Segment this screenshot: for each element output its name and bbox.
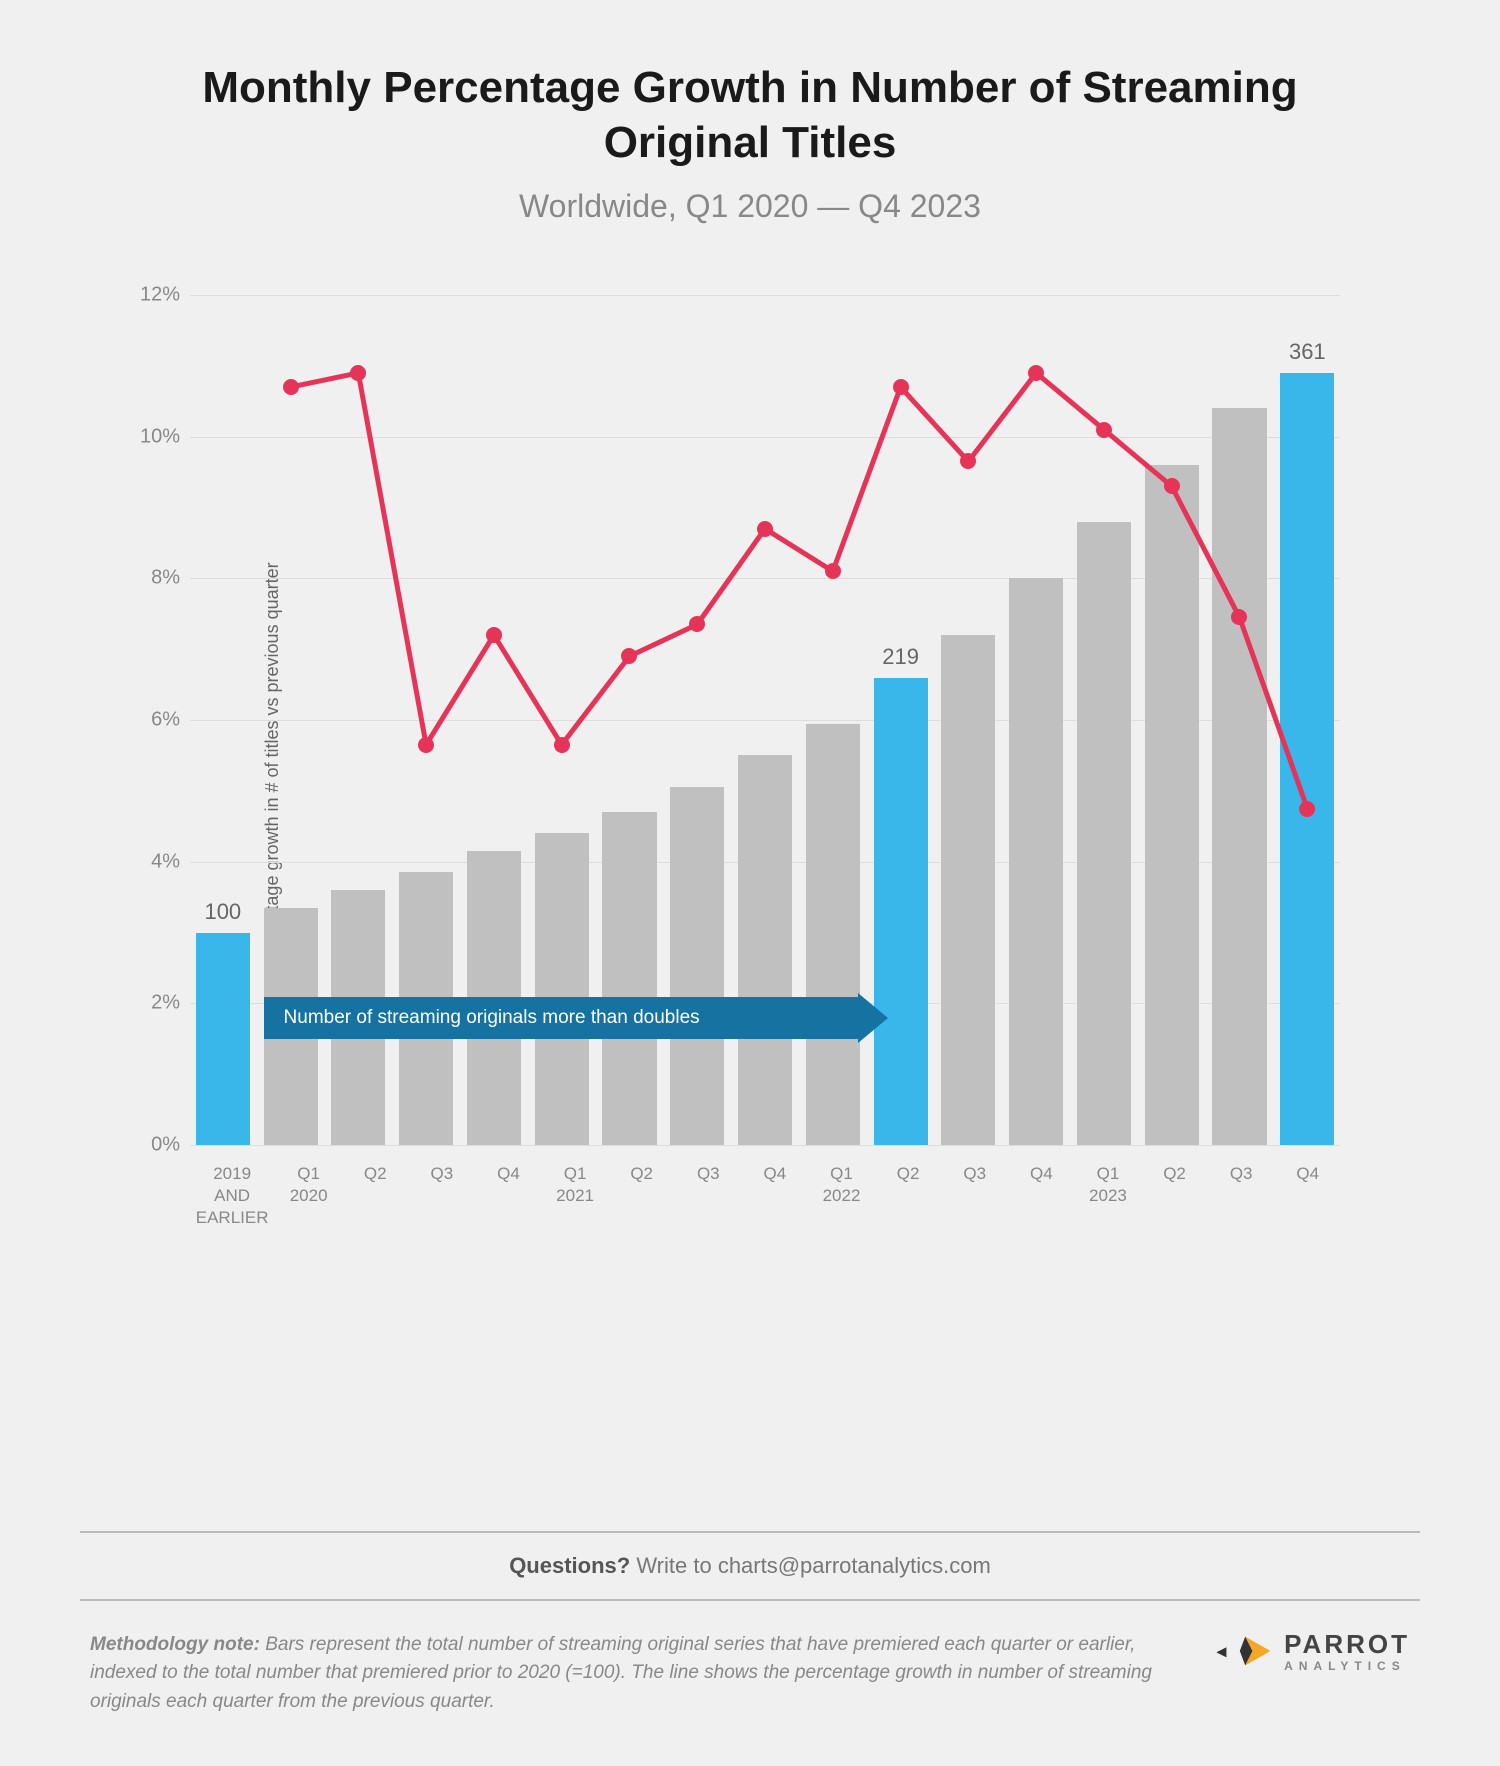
questions-prefix: Questions? <box>509 1553 630 1578</box>
y-tick-label: 0% <box>130 1134 180 1157</box>
bar <box>602 812 656 1145</box>
y-tick-label: 8% <box>130 567 180 590</box>
x-tick-label: Q4 <box>482 1155 535 1235</box>
x-tick-label: Q12020 <box>282 1155 335 1235</box>
x-tick-label: Q12023 <box>1081 1155 1134 1235</box>
logo: ◂ PARROT ANALYTICS <box>1217 1631 1410 1672</box>
bar-slot <box>1009 295 1063 1145</box>
x-tick-label: Q4 <box>1281 1155 1334 1235</box>
bar-slot <box>1212 295 1266 1145</box>
x-tick-label: Q2 <box>882 1155 935 1235</box>
bar <box>806 724 860 1145</box>
logo-text: PARROT ANALYTICS <box>1284 1631 1410 1672</box>
x-tick-label: Q3 <box>948 1155 1001 1235</box>
bar-slot <box>1145 295 1199 1145</box>
y-tick-label: 4% <box>130 850 180 873</box>
y-tick-label: 6% <box>130 709 180 732</box>
methodology-label: Methodology note: <box>90 1634 260 1655</box>
logo-main-text: PARROT <box>1284 1631 1410 1657</box>
x-tick-label: Q4 <box>748 1155 801 1235</box>
x-tick-label: Q3 <box>415 1155 468 1235</box>
bar <box>1009 578 1063 1145</box>
x-tick-label: Q4 <box>1015 1155 1068 1235</box>
bar <box>941 635 995 1145</box>
chart-area: Percentage growth in # of titles vs prev… <box>100 295 1400 1235</box>
logo-sub-text: ANALYTICS <box>1284 1660 1410 1672</box>
x-tick-label: Q3 <box>1215 1155 1268 1235</box>
questions-bar: Questions? Write to charts@parrotanalyti… <box>80 1531 1420 1601</box>
bar <box>670 787 724 1145</box>
y-tick-label: 12% <box>130 284 180 307</box>
parrot-logo-icon <box>1238 1633 1274 1669</box>
y-tick-label: 2% <box>130 992 180 1015</box>
bar-data-label: 100 <box>204 899 241 925</box>
x-tick-label: Q2 <box>349 1155 402 1235</box>
bar-slot <box>1077 295 1131 1145</box>
footer: Questions? Write to charts@parrotanalyti… <box>80 1531 1420 1727</box>
bar <box>196 933 250 1146</box>
questions-text: Write to charts@parrotanalytics.com <box>630 1553 991 1578</box>
bar <box>874 678 928 1146</box>
bar <box>1145 465 1199 1145</box>
bar-slot: 361 <box>1280 295 1334 1145</box>
chart-container: Monthly Percentage Growth in Number of S… <box>40 60 1460 1746</box>
bar <box>1280 373 1334 1145</box>
x-tick-label: Q2 <box>1148 1155 1201 1235</box>
annotation-arrow-icon <box>858 993 888 1043</box>
bar-data-label: 361 <box>1289 339 1326 365</box>
logo-caret-icon: ◂ <box>1217 1641 1228 1662</box>
bar-slot <box>941 295 995 1145</box>
bar <box>738 755 792 1145</box>
bar-slot: 100 <box>196 295 250 1145</box>
x-axis-labels: 2019ANDEARLIERQ12020Q2Q3Q4Q12021Q2Q3Q4Q1… <box>190 1155 1340 1235</box>
gridline <box>190 1145 1340 1146</box>
annotation-box: Number of streaming originals more than … <box>264 997 860 1039</box>
x-tick-label: Q12022 <box>815 1155 868 1235</box>
methodology-row: Methodology note: Bars represent the tot… <box>80 1601 1420 1727</box>
x-tick-label: Q3 <box>682 1155 735 1235</box>
x-tick-label: Q2 <box>615 1155 668 1235</box>
x-tick-label: 2019ANDEARLIER <box>196 1155 269 1235</box>
plot-area: 0%2%4%6%8%10%12% 100219361 2019ANDEARLIE… <box>190 295 1340 1145</box>
bar-data-label: 219 <box>882 644 919 670</box>
bar <box>535 833 589 1145</box>
bar <box>1212 408 1266 1145</box>
x-tick-label: Q12021 <box>549 1155 602 1235</box>
y-tick-label: 10% <box>130 425 180 448</box>
bar <box>1077 522 1131 1145</box>
chart-subtitle: Worldwide, Q1 2020 — Q4 2023 <box>40 188 1460 225</box>
chart-title: Monthly Percentage Growth in Number of S… <box>40 60 1460 170</box>
methodology-text: Methodology note: Bars represent the tot… <box>90 1631 1177 1717</box>
